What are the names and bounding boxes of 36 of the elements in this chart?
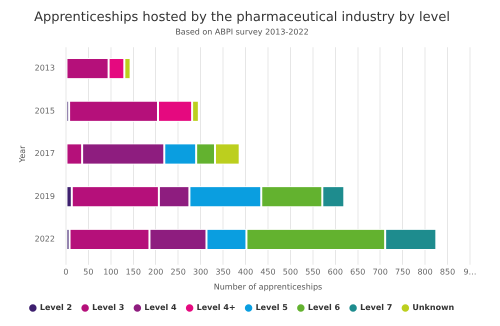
x-tick-label: 350 [215, 268, 231, 277]
x-tick-label: 150 [126, 268, 141, 277]
x-tick-label: 200 [148, 268, 164, 277]
x-tick-label: 50 [83, 268, 94, 277]
x-tick-label: 9… [463, 268, 477, 277]
x-tick-label: 100 [103, 268, 118, 277]
x-tick-label: 400 [238, 268, 254, 277]
legend-label: Level 4 [144, 303, 178, 312]
legend-label: Level 7 [360, 303, 392, 312]
legend-label: Level 5 [256, 303, 288, 312]
x-tick-label: 600 [328, 268, 343, 277]
y-tick-label: 2019 [34, 192, 55, 201]
legend-label: Unknown [412, 303, 454, 312]
x-tick-label: 700 [372, 268, 388, 277]
x-tick-label: 550 [305, 268, 321, 277]
y-tick-label: 2022 [34, 234, 55, 244]
legend-label: Level 6 [308, 303, 341, 312]
legend-label: Level 3 [92, 303, 124, 312]
x-tick-label: 800 [417, 268, 433, 277]
y-axis-title: Year [18, 144, 27, 164]
x-tick-label: 250 [170, 268, 186, 277]
chart-subtitle: Based on ABPI survey 2013-2022 [175, 27, 309, 36]
x-tick-label: 650 [350, 268, 366, 277]
x-tick-label: 850 [440, 268, 456, 277]
chart-title: Apprenticeships hosted by the pharmaceutical industry by level [34, 10, 450, 26]
legend-label: Level 2 [40, 303, 72, 312]
y-tick-label: 2013 [34, 64, 55, 73]
x-tick-label: 450 [260, 268, 276, 277]
x-tick-label: 500 [282, 268, 298, 277]
legend-label: Level 4+ [196, 303, 236, 312]
x-tick-label: 300 [193, 268, 208, 277]
y-tick-label: 2017 [34, 149, 55, 158]
x-tick-label: 750 [395, 268, 410, 277]
x-tick-label: 0 [63, 268, 69, 277]
y-tick-label: 2015 [34, 106, 55, 116]
x-axis-title: Number of apprenticeships [214, 282, 322, 292]
